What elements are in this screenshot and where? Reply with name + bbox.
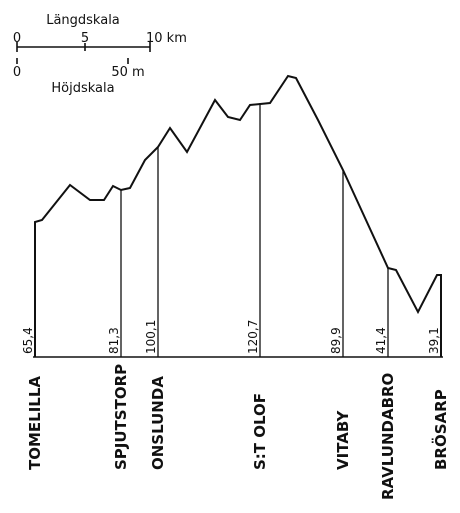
profile-line	[34, 74, 442, 357]
station-height: 100,1	[144, 320, 158, 354]
station-name: TOMELILLA	[26, 376, 44, 470]
station-height: 39,1	[427, 327, 441, 354]
scale-bars	[16, 42, 151, 64]
station-height: 81,3	[107, 327, 121, 354]
height-scale-title: Höjdskala	[51, 81, 114, 96]
height-tick: 0	[13, 65, 21, 80]
height-tick: 50 m	[111, 65, 144, 80]
length-tick: 0	[13, 31, 21, 46]
length-tick: 10 km	[146, 31, 187, 46]
station-name: S:T OLOF	[251, 393, 269, 470]
station-name: BRÖSARP	[431, 389, 450, 470]
station-name: ONSLUNDA	[149, 376, 167, 470]
stations: 65,4 TOMELILLA 81,3 SPJUTSTORP 100,1 ONSLUNDA…	[21, 103, 450, 500]
station-height: 41,4	[374, 327, 388, 354]
station-name: SPJUTSTORP	[112, 364, 130, 470]
station-height: 89,9	[329, 327, 343, 354]
station-name: VITABY	[334, 410, 352, 470]
length-scale-title: Längdskala	[46, 13, 120, 28]
station-name: RAVLUNDABRO	[379, 373, 397, 500]
station-height: 120,7	[246, 320, 260, 354]
station-height: 65,4	[21, 327, 35, 354]
length-tick: 5	[81, 31, 89, 46]
